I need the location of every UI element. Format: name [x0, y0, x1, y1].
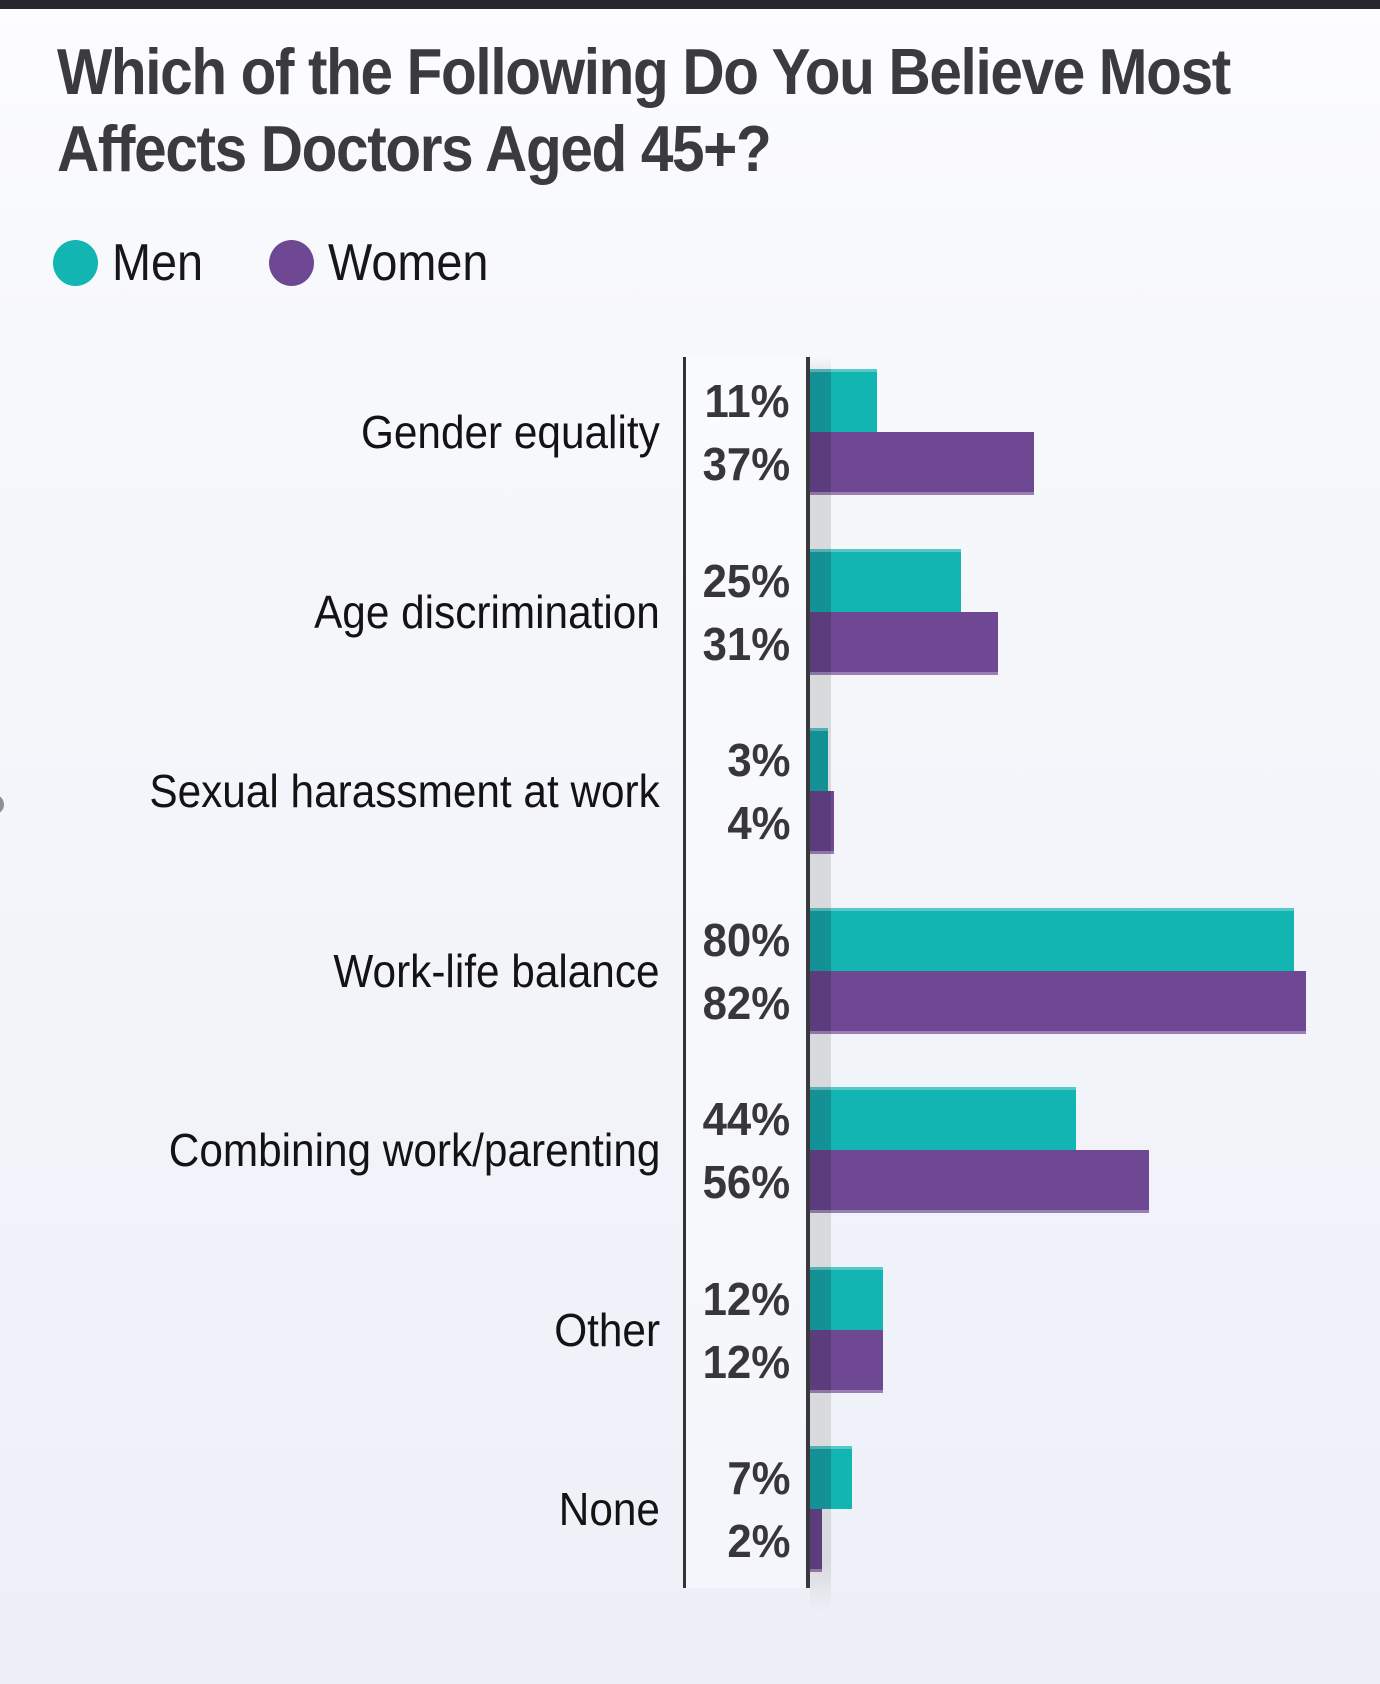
bar-women — [810, 1509, 822, 1572]
category-label: Other — [554, 1304, 660, 1356]
bar-men — [810, 1267, 883, 1330]
bar-women — [810, 791, 834, 854]
bar-men — [810, 369, 877, 432]
legend-item-men: Men — [53, 233, 213, 293]
category-label: Sexual harassment at work — [149, 765, 660, 817]
value-label-men: 80% — [702, 914, 790, 966]
bar-women — [810, 1330, 883, 1393]
bar-men — [810, 549, 961, 612]
legend-label-women: Women — [328, 234, 489, 292]
bar-men — [810, 1087, 1076, 1150]
value-label-men: 25% — [702, 555, 790, 607]
value-label-men: 11% — [704, 375, 790, 427]
value-label-men: 3% — [726, 734, 790, 786]
category-label: None — [558, 1483, 660, 1535]
men-color-swatch — [53, 240, 98, 286]
category-label: Combining work/parenting — [168, 1124, 660, 1176]
legend-label-men: Men — [112, 234, 204, 292]
chart-title: Which of the Following Do You Believe Mo… — [57, 34, 1317, 187]
bar-men — [810, 1446, 852, 1509]
bar-women — [810, 612, 998, 675]
bar-women — [810, 432, 1034, 495]
bar-men — [810, 908, 1294, 971]
top-accent-bar — [0, 0, 1380, 9]
value-label-women: 31% — [702, 618, 790, 670]
bar-men — [810, 728, 828, 791]
value-label-women: 82% — [702, 977, 790, 1029]
bar-baseline-axis — [806, 357, 810, 1588]
value-label-men: 12% — [702, 1273, 790, 1325]
value-label-men: 7% — [726, 1452, 790, 1504]
category-axis-line — [683, 357, 686, 1588]
women-color-swatch — [269, 240, 315, 286]
value-label-women: 2% — [726, 1515, 790, 1567]
category-label: Work-life balance — [333, 945, 660, 997]
left-edge-decoration — [0, 795, 4, 814]
chart-title-line-2: Affects Doctors Aged 45+? — [57, 111, 772, 185]
legend: Men Women — [53, 233, 506, 293]
value-label-column — [686, 357, 806, 1588]
category-label: Gender equality — [361, 406, 660, 458]
chart-title-line-1: Which of the Following Do You Believe Mo… — [57, 35, 1231, 108]
value-label-women: 37% — [702, 438, 790, 490]
bar-women — [810, 1150, 1149, 1213]
category-label: Age discrimination — [314, 586, 660, 638]
value-label-women: 56% — [702, 1156, 790, 1208]
value-label-women: 4% — [726, 797, 790, 849]
bar-women — [810, 971, 1306, 1034]
legend-item-women: Women — [269, 233, 506, 293]
value-label-men: 44% — [702, 1093, 790, 1145]
value-label-women: 12% — [702, 1336, 790, 1388]
